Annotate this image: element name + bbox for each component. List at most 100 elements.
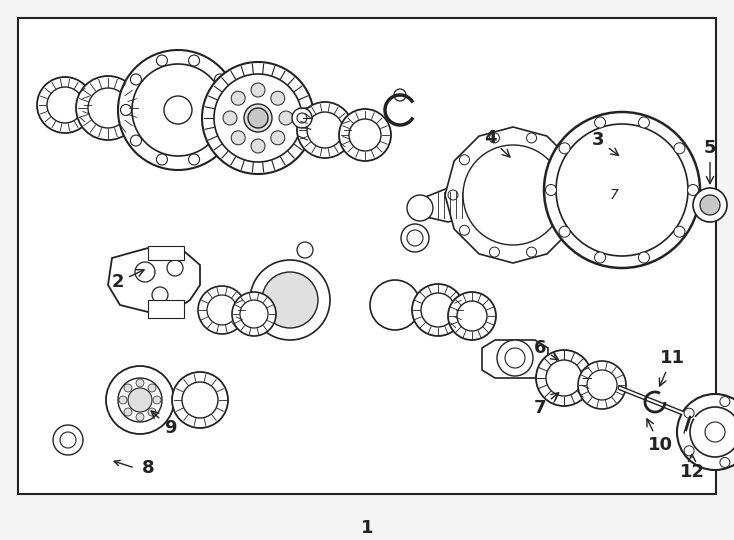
Circle shape: [407, 195, 433, 221]
Circle shape: [156, 154, 167, 165]
Circle shape: [448, 190, 458, 200]
Circle shape: [152, 287, 168, 303]
Circle shape: [693, 188, 727, 222]
Circle shape: [412, 284, 464, 336]
Text: 8: 8: [142, 459, 154, 477]
Circle shape: [164, 96, 192, 124]
Circle shape: [407, 230, 423, 246]
Circle shape: [459, 225, 470, 235]
Circle shape: [182, 382, 218, 418]
Text: 11: 11: [659, 349, 685, 386]
Circle shape: [214, 135, 225, 146]
Circle shape: [457, 301, 487, 331]
Circle shape: [231, 91, 245, 105]
Circle shape: [132, 64, 224, 156]
Circle shape: [207, 295, 237, 325]
Circle shape: [639, 252, 650, 263]
Circle shape: [544, 112, 700, 268]
Circle shape: [556, 124, 688, 256]
Circle shape: [214, 74, 225, 85]
Text: 6: 6: [534, 339, 559, 360]
Circle shape: [490, 247, 499, 257]
Polygon shape: [445, 127, 581, 263]
Circle shape: [568, 190, 578, 200]
Circle shape: [225, 105, 236, 116]
Text: 1: 1: [360, 519, 374, 537]
Circle shape: [244, 104, 272, 132]
Text: 5: 5: [704, 139, 716, 184]
Polygon shape: [425, 298, 660, 400]
Circle shape: [297, 113, 307, 123]
Circle shape: [339, 109, 391, 161]
Circle shape: [120, 105, 131, 116]
Polygon shape: [482, 340, 548, 378]
Circle shape: [189, 154, 200, 165]
Circle shape: [271, 131, 285, 145]
Circle shape: [297, 242, 313, 258]
Circle shape: [720, 457, 730, 468]
Circle shape: [153, 396, 161, 404]
Circle shape: [505, 348, 525, 368]
Text: 12: 12: [680, 454, 705, 481]
Text: 7: 7: [534, 393, 559, 417]
Circle shape: [578, 361, 626, 409]
Circle shape: [131, 135, 142, 146]
Circle shape: [124, 408, 132, 416]
Circle shape: [546, 360, 582, 396]
Polygon shape: [108, 248, 200, 312]
Circle shape: [124, 384, 132, 392]
Circle shape: [688, 185, 699, 195]
Circle shape: [639, 117, 650, 128]
Circle shape: [118, 378, 162, 422]
Circle shape: [394, 89, 406, 101]
Circle shape: [136, 413, 144, 421]
Circle shape: [545, 185, 556, 195]
Text: 3: 3: [592, 131, 619, 156]
Circle shape: [136, 379, 144, 387]
Polygon shape: [110, 290, 192, 315]
Circle shape: [128, 388, 152, 412]
Circle shape: [202, 62, 314, 174]
Circle shape: [349, 119, 381, 151]
Circle shape: [674, 226, 685, 237]
Circle shape: [223, 111, 237, 125]
Circle shape: [119, 396, 127, 404]
Text: 9: 9: [151, 411, 176, 437]
Text: 2: 2: [112, 269, 144, 291]
Circle shape: [250, 260, 330, 340]
Circle shape: [448, 292, 496, 340]
Circle shape: [490, 133, 499, 143]
Circle shape: [232, 292, 276, 336]
Circle shape: [240, 300, 268, 328]
Circle shape: [172, 372, 228, 428]
Circle shape: [131, 74, 142, 85]
Circle shape: [526, 133, 537, 143]
Circle shape: [700, 195, 720, 215]
Circle shape: [720, 396, 730, 407]
Bar: [148, 246, 184, 260]
Circle shape: [684, 446, 694, 456]
Circle shape: [705, 422, 725, 442]
Circle shape: [76, 76, 140, 140]
Circle shape: [148, 384, 156, 392]
Text: 10: 10: [647, 419, 672, 454]
Circle shape: [677, 394, 734, 470]
Circle shape: [88, 88, 128, 128]
Circle shape: [595, 252, 606, 263]
Circle shape: [463, 145, 563, 245]
Polygon shape: [418, 188, 468, 222]
Circle shape: [559, 143, 570, 154]
Circle shape: [248, 108, 268, 128]
Circle shape: [587, 370, 617, 400]
Bar: [18, 18, 716, 494]
Circle shape: [292, 108, 312, 128]
Circle shape: [556, 225, 567, 235]
Circle shape: [370, 280, 420, 330]
Circle shape: [156, 55, 167, 66]
Polygon shape: [468, 200, 510, 218]
Circle shape: [118, 50, 238, 170]
Circle shape: [53, 425, 83, 455]
Circle shape: [271, 91, 285, 105]
Circle shape: [297, 102, 353, 158]
Circle shape: [279, 111, 293, 125]
